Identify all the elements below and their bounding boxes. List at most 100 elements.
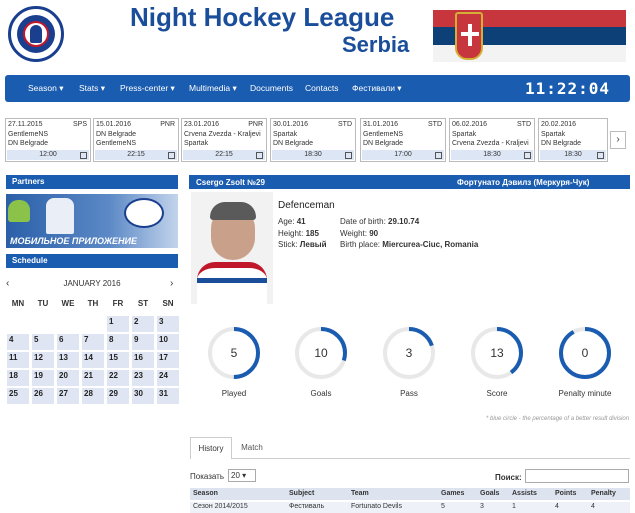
league-logo[interactable]	[8, 6, 64, 62]
nav-documents[interactable]: Documents	[250, 83, 293, 93]
game-date: 31.01.2016	[363, 121, 399, 128]
calendar-day-number: 4	[9, 335, 14, 344]
nav-stats[interactable]: Stats ▾	[79, 83, 105, 93]
calendar-day[interactable]: 6	[57, 334, 79, 350]
stat-ring: 10	[294, 326, 348, 380]
nav-season[interactable]: Season ▾	[28, 83, 64, 93]
calendar-day[interactable]: 27	[57, 388, 79, 404]
calendar-day[interactable]: 7	[82, 334, 104, 350]
calendar-day[interactable]: 2	[132, 316, 154, 332]
calendar-day[interactable]: 12	[32, 352, 54, 368]
calendar-day[interactable]: 20	[57, 370, 79, 386]
stat-label: Goals	[310, 389, 332, 398]
calendar-day[interactable]: 23	[132, 370, 154, 386]
calendar-day[interactable]: 10	[157, 334, 179, 350]
calendar-day-number: 6	[59, 335, 64, 344]
game-team-home: Spartak	[273, 131, 298, 138]
table-column-header[interactable]: Points	[555, 490, 577, 497]
calendar-day-number: 28	[84, 389, 93, 398]
search-input[interactable]	[525, 469, 629, 483]
calendar-day[interactable]: 9	[132, 334, 154, 350]
table-column-header[interactable]: Penalty	[591, 490, 616, 497]
calendar-day[interactable]: 21	[82, 370, 104, 386]
calendar-day[interactable]: 13	[57, 352, 79, 368]
calendar-day[interactable]: 1	[107, 316, 129, 332]
game-card[interactable]: 30.01.2016 STD Spartak DN Belgrade 18:30	[270, 118, 356, 162]
calendar-day[interactable]: 26	[32, 388, 54, 404]
calendar-day[interactable]: 8	[107, 334, 129, 350]
table-column-header[interactable]: Subject	[289, 490, 315, 497]
nav-festivals[interactable]: Фестивали ▾	[352, 83, 402, 93]
calendar-day[interactable]: 3	[157, 316, 179, 332]
calendar-day[interactable]: 15	[107, 352, 129, 368]
calendar-day[interactable]: 11	[7, 352, 29, 368]
game-card[interactable]: 27.11.2015 SPS GentlemeNS DN Belgrade 12:00	[5, 118, 91, 162]
calendar-day-number: 17	[159, 353, 168, 362]
nav-multimedia[interactable]: Multimedia ▾	[189, 83, 237, 93]
calendar-day[interactable]: 29	[107, 388, 129, 404]
games-next-button[interactable]: ›	[610, 131, 626, 149]
game-team-away: Crvena Zvezda - Kraljevi	[452, 140, 529, 147]
tabs-divider	[232, 458, 630, 459]
calendar-prev-button[interactable]: ‹	[6, 278, 10, 289]
calendar-day[interactable]: 18	[7, 370, 29, 386]
calendar-day[interactable]: 28	[82, 388, 104, 404]
calendar-day-number: 14	[84, 353, 93, 362]
game-card[interactable]: 20.02.2016 Spartak DN Belgrade 18:30	[538, 118, 608, 162]
calendar-day[interactable]: 24	[157, 370, 179, 386]
game-card[interactable]: 15.01.2016 PNR DN Belgrade GentlemeNS 22:15	[93, 118, 179, 162]
table-column-header[interactable]: Goals	[480, 490, 500, 497]
calendar-day[interactable]: 22	[107, 370, 129, 386]
calendar-day[interactable]: 25	[7, 388, 29, 404]
game-date: 15.01.2016	[96, 121, 132, 128]
calendar-icon	[168, 152, 175, 159]
calendar-day[interactable]: 16	[132, 352, 154, 368]
calendar-day[interactable]: 5	[32, 334, 54, 350]
player-team[interactable]: Фортунато Дэвилз (Меркуря-Чук)	[457, 178, 590, 187]
partners-header: Partners	[6, 175, 178, 189]
calendar-month: JANUARY 2016	[63, 279, 121, 288]
calendar-day[interactable]: 17	[157, 352, 179, 368]
game-team-away: Spartak	[184, 140, 209, 147]
page-size-select[interactable]: 20 ▾	[228, 469, 256, 482]
game-team-away: DN Belgrade	[8, 140, 49, 147]
calendar-day-number: 20	[59, 371, 68, 380]
game-card[interactable]: 31.01.2016 STD GentlemeNS DN Belgrade 17:00	[360, 118, 446, 162]
tab-history[interactable]: History	[190, 437, 232, 459]
calendar-day[interactable]: 14	[82, 352, 104, 368]
game-team-home: Spartak	[541, 131, 566, 138]
calendar-day-number: 12	[34, 353, 43, 362]
stat-ring: 5	[207, 326, 261, 380]
table-column-header[interactable]: Season	[193, 490, 218, 497]
calendar-day[interactable]: 31	[157, 388, 179, 404]
game-card[interactable]: 23.01.2016 PNR Crvena Zvezda - Kraljevi Spa…	[181, 118, 267, 162]
table-column-header[interactable]: Assists	[512, 490, 537, 497]
calendar-day[interactable]: 19	[32, 370, 54, 386]
game-team-away: GentlemeNS	[96, 140, 137, 147]
game-type: SPS	[72, 121, 87, 128]
game-card[interactable]: 06.02.2016 STD Spartak Crvena Zvezda - Kral…	[449, 118, 535, 162]
calendar-day[interactable]: 30	[132, 388, 154, 404]
stat-label: Played	[221, 389, 247, 398]
calendar-weekday: TU	[37, 299, 49, 308]
calendar-next-button[interactable]: ›	[170, 278, 174, 289]
nav-press-center[interactable]: Press-center ▾	[120, 83, 175, 93]
game-type: STD	[428, 121, 442, 128]
table-column-header[interactable]: Team	[351, 490, 369, 497]
stat-ring: 0	[558, 326, 612, 380]
game-time: 18:30	[451, 150, 533, 160]
tab-match[interactable]: Match	[241, 443, 263, 452]
calendar-day-number: 19	[34, 371, 43, 380]
site-title: Night Hockey League	[130, 2, 395, 32]
calendar-day-number: 11	[9, 353, 18, 362]
calendar-day[interactable]: 4	[7, 334, 29, 350]
league-logo-icon	[124, 198, 164, 228]
calendar-day-number: 21	[84, 371, 93, 380]
game-type: STD	[517, 121, 531, 128]
game-team-away: DN Belgrade	[273, 140, 314, 147]
mobile-app-banner[interactable]	[6, 194, 178, 248]
calendar-day-number: 10	[159, 335, 168, 344]
table-column-header[interactable]: Games	[441, 490, 465, 497]
nav-contacts[interactable]: Contacts	[305, 83, 339, 93]
calendar-icon	[524, 152, 531, 159]
